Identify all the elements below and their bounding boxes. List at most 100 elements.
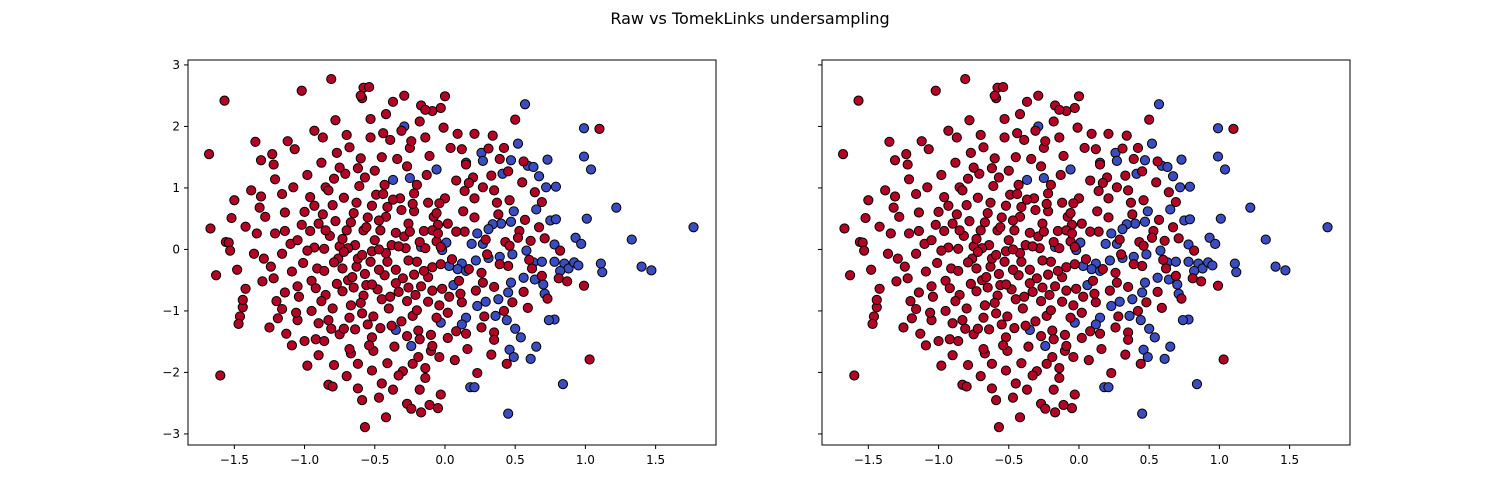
scatter-point-majority <box>926 281 937 292</box>
scatter-point-majority <box>1030 316 1041 327</box>
scatter-point-majority <box>408 269 420 280</box>
scatter-point-minority <box>1137 408 1148 419</box>
scatter-point-majority <box>989 90 1000 101</box>
scatter-point-minority <box>512 138 524 149</box>
scatter-point-majority <box>393 241 404 252</box>
scatter-point-majority <box>1076 332 1087 344</box>
scatter-point-majority <box>889 155 901 166</box>
scatter-point-minority <box>550 181 562 192</box>
scatter-point-majority <box>539 233 550 244</box>
scatter-point-majority <box>1059 329 1071 341</box>
scatter-point-majority <box>351 197 362 208</box>
scatter-point-majority <box>442 218 453 229</box>
scatter-point-majority <box>357 308 368 319</box>
scatter-point-majority <box>298 257 309 269</box>
scatter-point-majority <box>1009 225 1020 236</box>
scatter-point-majority <box>1030 204 1041 216</box>
x-tick-label: 1.0 <box>1210 453 1229 467</box>
scatter-point-majority <box>1024 278 1035 289</box>
scatter-point-majority <box>494 259 505 270</box>
scatter-point-majority <box>439 91 451 102</box>
scatter-point-majority <box>344 343 355 355</box>
scatter-point-majority <box>901 149 912 160</box>
scatter-point-majority <box>282 136 293 147</box>
scatter-point-majority <box>383 303 394 314</box>
scatter-point-majority <box>406 136 417 147</box>
scatter-point-majority <box>337 263 348 274</box>
y-tick-label: 2 <box>172 119 180 133</box>
scatter-point-majority <box>334 162 345 173</box>
scatter-point-majority <box>1010 378 1021 389</box>
scatter-point-majority <box>299 335 310 347</box>
scatter-point-minority <box>557 379 569 390</box>
scatter-point-minority <box>1090 319 1101 330</box>
scatter-point-minority <box>1141 249 1152 260</box>
scatter-point-majority <box>968 162 979 173</box>
scatter-point-majority <box>578 280 590 291</box>
scatter-point-majority <box>416 407 427 418</box>
scatter-point-majority <box>387 384 399 395</box>
scatter-point-majority <box>1014 109 1026 120</box>
scatter-point-majority <box>1078 291 1089 302</box>
scatter-point-majority <box>923 144 934 155</box>
scatter-point-majority <box>309 200 320 211</box>
scatter-point-minority <box>1231 267 1242 278</box>
scatter-point-majority <box>373 244 385 255</box>
scatter-point-majority <box>989 297 1000 309</box>
scatter-point-minority <box>483 224 494 235</box>
scatter-point-minority <box>1103 382 1114 393</box>
scatter-point-majority <box>330 216 341 227</box>
scatter-point-minority <box>540 182 552 193</box>
scatter-point-majority <box>1040 136 1051 147</box>
scatter-point-majority <box>424 150 435 162</box>
scatter-point-majority <box>867 318 878 329</box>
scatter-point-majority <box>406 403 417 414</box>
scatter-point-majority <box>323 185 334 196</box>
scatter-point-majority <box>1097 264 1108 275</box>
scatter-point-majority <box>347 272 358 283</box>
scatter-point-minority <box>505 155 517 166</box>
scatter-point-majority <box>1041 198 1052 210</box>
scatter-point-majority <box>1076 307 1087 318</box>
scatter-point-majority <box>1012 128 1023 139</box>
scatter-point-majority <box>410 289 421 301</box>
scatter-point-minority <box>406 340 417 352</box>
scatter-point-minority <box>533 171 545 182</box>
scatter-point-majority <box>1048 384 1059 395</box>
scatter-point-majority <box>943 200 954 211</box>
scatter-point-majority <box>903 228 915 239</box>
scatter-point-majority <box>210 270 222 281</box>
scatter-point-majority <box>837 149 849 160</box>
x-tick-label: 0.5 <box>506 453 525 467</box>
scatter-point-majority <box>260 211 271 222</box>
scatter-point-majority <box>401 161 413 172</box>
scatter-point-minority <box>496 218 507 229</box>
scatter-point-majority <box>376 294 387 305</box>
scatter-point-majority <box>1035 161 1047 172</box>
scatter-point-majority <box>469 193 480 204</box>
scatter-point-majority <box>1061 340 1072 352</box>
scatter-point-majority <box>1128 153 1139 165</box>
x-tick-label: −1.0 <box>924 453 953 467</box>
scatter-point-majority <box>390 278 401 289</box>
scatter-point-majority <box>364 340 375 351</box>
scatter-point-minority <box>626 234 637 245</box>
scatter-point-minority <box>1153 99 1165 110</box>
scatter-point-minority <box>543 315 554 326</box>
scatter-point-minority <box>1177 315 1188 326</box>
scatter-point-majority <box>366 200 378 211</box>
scatter-point-majority <box>1068 351 1079 363</box>
scatter-point-majority <box>279 225 290 237</box>
scatter-point-majority <box>455 288 466 299</box>
scatter-point-majority <box>1121 130 1132 141</box>
scatter-point-majority <box>469 212 480 223</box>
scatter-point-majority <box>407 358 418 369</box>
scatter-point-majority <box>418 225 430 237</box>
scatter-point-majority <box>392 153 403 165</box>
scatter-point-majority <box>882 248 894 259</box>
scatter-point-majority <box>345 300 356 311</box>
scatter-point-majority <box>517 177 528 188</box>
scatter-point-majority <box>1027 286 1038 297</box>
scatter-point-majority <box>404 226 415 237</box>
scatter-point-majority <box>348 282 359 293</box>
